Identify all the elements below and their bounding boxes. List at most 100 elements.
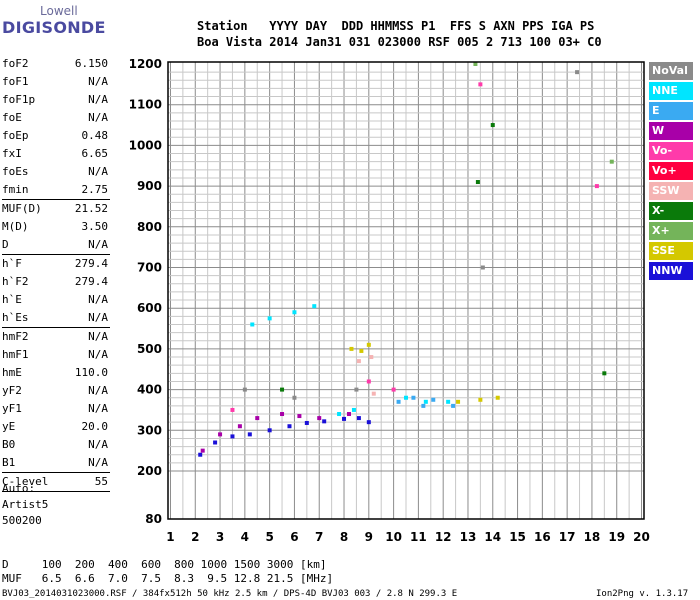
param-row: MUF(D) 21.52 [0, 200, 112, 218]
legend-item: NNE [649, 82, 693, 100]
param-name: yF2 [2, 384, 22, 397]
echo-point-vo- [594, 184, 599, 189]
param-value: N/A [88, 384, 108, 397]
x-tick-label: 14 [484, 530, 501, 544]
param-name: fmin [2, 183, 29, 196]
param-separator [2, 472, 110, 473]
param-row: hmF2 N/A [0, 328, 112, 346]
param-row: h`E N/A [0, 291, 112, 309]
echo-point-nne [337, 412, 342, 417]
param-row: M(D) 3.50 [0, 218, 112, 236]
param-name: M(D) [2, 220, 29, 233]
echo-point-x- [602, 371, 607, 376]
param-name: C-level [2, 475, 49, 488]
echo-point-nne [351, 407, 356, 412]
echo-point-noval [292, 395, 297, 400]
y-tick-label: 800 [137, 220, 162, 234]
param-name: D [2, 238, 9, 251]
echo-point-x- [475, 180, 480, 185]
echo-point-w [317, 416, 322, 421]
param-value: N/A [88, 438, 108, 451]
param-value: N/A [88, 456, 108, 469]
echo-point-nne [292, 310, 297, 315]
echo-point-sse [359, 348, 364, 353]
x-tick-label: 8 [340, 530, 348, 544]
x-tick-label: 9 [365, 530, 373, 544]
legend-item: E [649, 102, 693, 120]
param-name: h`F [2, 257, 22, 270]
param-row: foEs N/A [0, 163, 112, 181]
echo-point-nne [404, 395, 408, 400]
echo-point-nne [423, 399, 428, 404]
param-row: yF2 N/A [0, 382, 112, 400]
echo-point-w [237, 424, 242, 429]
header-row-labels: Station YYYY DAY DDD HHMMSS P1 FFS S AXN… [197, 19, 595, 33]
echo-point-nnw [287, 424, 292, 429]
y-tick-label: 300 [137, 423, 162, 437]
echo-point-sse [495, 395, 500, 400]
legend-item: NNW [649, 262, 693, 280]
param-row: fmin 2.75 [0, 181, 112, 199]
param-row: hmF1 N/A [0, 346, 112, 364]
param-value: N/A [88, 111, 108, 124]
param-name: foEs [2, 165, 29, 178]
param-value: 20.0 [81, 420, 109, 433]
echo-point-nnw [366, 420, 371, 425]
auto-program: Artist5 [2, 498, 49, 511]
param-value: N/A [88, 330, 108, 343]
echo-point-nnw [304, 420, 309, 425]
echo-point-sse [456, 399, 461, 404]
echo-point-nnw [267, 428, 272, 433]
param-name: foF2 [2, 57, 29, 70]
autoscaling-info: Auto: Artist5 500200 [2, 481, 48, 529]
param-separator [2, 199, 110, 200]
echo-point-nnw [230, 434, 235, 439]
y-tick-label: 1100 [129, 98, 162, 112]
echo-point-x- [280, 387, 285, 392]
param-value: 279.4 [74, 257, 108, 270]
param-row: h`Es N/A [0, 309, 112, 327]
param-name: hmF1 [2, 348, 29, 361]
echo-point-x- [490, 123, 495, 128]
x-tick-label: 20 [633, 530, 650, 544]
param-value: N/A [88, 311, 108, 324]
param-separator [2, 254, 110, 255]
legend-item: NoVal [649, 62, 693, 80]
legend-item: SSW [649, 182, 693, 200]
param-row: B0 N/A [0, 436, 112, 454]
echo-point-noval [242, 387, 247, 392]
x-tick-label: 16 [534, 530, 551, 544]
param-name: MUF(D) [2, 202, 42, 215]
echo-point-vo- [366, 379, 371, 384]
param-name: B0 [2, 438, 16, 451]
echo-point-vo- [478, 82, 483, 87]
y-tick-label: 900 [137, 179, 162, 193]
legend-item: Vo- [649, 142, 693, 160]
y-tick-label: 1000 [129, 138, 162, 152]
param-value: 6.150 [74, 57, 108, 70]
echo-point-x- [473, 62, 478, 66]
echo-point-e [431, 397, 436, 402]
param-row: h`F 279.4 [0, 255, 112, 273]
param-name: h`Es [2, 311, 29, 324]
param-name: yE [2, 420, 16, 433]
param-name: foEp [2, 129, 29, 142]
footer-distance-row: D 100 200 400 600 800 1000 1500 3000 [km… [2, 558, 327, 571]
param-name: h`F2 [2, 275, 29, 288]
param-name: foF1 [2, 75, 29, 88]
param-row: foE N/A [0, 109, 112, 127]
echo-point-nnw [213, 440, 218, 445]
echo-point-ssw [369, 355, 374, 360]
param-name: yF1 [2, 402, 22, 415]
echo-point-noval [354, 387, 359, 392]
echo-point-nnw [247, 432, 252, 437]
echo-point-w [218, 432, 223, 437]
param-row: foF1 N/A [0, 73, 112, 91]
echo-point-w [346, 412, 351, 417]
param-value: N/A [88, 348, 108, 361]
x-tick-label: 5 [265, 530, 273, 544]
echo-point-e [411, 395, 416, 400]
echo-point-nne [267, 316, 272, 321]
echo-point-e [451, 403, 456, 408]
